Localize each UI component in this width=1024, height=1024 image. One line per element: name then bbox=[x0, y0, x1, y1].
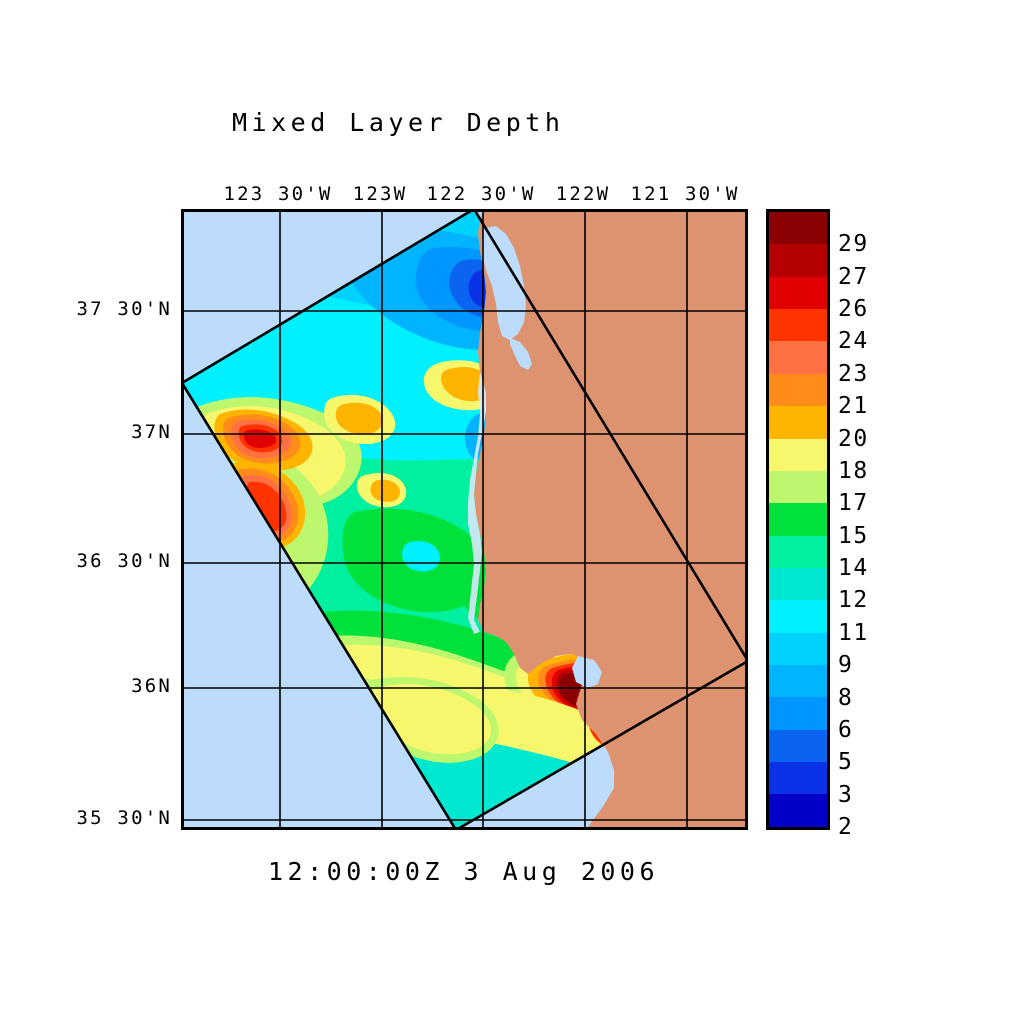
colorbar-tick-11: 11 bbox=[838, 619, 869, 646]
y-tick-label-4: 35 30'N bbox=[76, 807, 172, 829]
map-svg bbox=[184, 212, 745, 827]
colorbar-band-26 bbox=[769, 276, 827, 310]
colorbar-band-29 bbox=[769, 212, 827, 245]
colorbar-tick-2: 2 bbox=[838, 814, 854, 840]
x-tick-label-1: 123W bbox=[352, 183, 408, 205]
x-tick-label-2: 122 30'W bbox=[426, 183, 536, 205]
colorbar-tick-9: 9 bbox=[838, 652, 854, 679]
colorbar-band-20 bbox=[769, 406, 827, 439]
map-plot-area[interactable] bbox=[181, 209, 748, 830]
colorbar-tick-24: 24 bbox=[838, 328, 869, 355]
x-tick-label-3: 122W bbox=[555, 183, 611, 205]
colorbar-tick-21: 21 bbox=[838, 393, 869, 420]
colorbar-tick-labels: 29 27 26 24 23 21 20 18 17 15 14 12 11 9 8 6 5 3 2 bbox=[838, 209, 908, 840]
colorbar-band-3 bbox=[769, 762, 827, 795]
page-title: Mixed Layer Depth bbox=[232, 108, 565, 137]
colorbar-tick-14: 14 bbox=[838, 555, 869, 582]
colorbar-band-14 bbox=[769, 535, 827, 568]
colorbar-band-23 bbox=[769, 341, 827, 374]
colorbar-tick-6: 6 bbox=[838, 716, 854, 743]
colorbar-tick-3: 3 bbox=[838, 781, 854, 808]
colorbar-band-11 bbox=[769, 600, 827, 633]
y-tick-label-0: 37 30'N bbox=[76, 298, 172, 320]
colorbar-band-18 bbox=[769, 438, 827, 471]
y-tick-label-3: 36N bbox=[131, 675, 172, 697]
map-gridlines bbox=[184, 212, 745, 827]
colorbar-band-12 bbox=[769, 567, 827, 601]
timestamp-caption: 12:00:00Z 3 Aug 2006 bbox=[268, 857, 660, 886]
colorbar-band-2 bbox=[769, 794, 827, 827]
colorbar-band-17 bbox=[769, 470, 827, 504]
colorbar[interactable] bbox=[766, 209, 830, 830]
colorbar-tick-26: 26 bbox=[838, 296, 869, 323]
colorbar-tick-15: 15 bbox=[838, 522, 869, 549]
colorbar-band-15 bbox=[769, 503, 827, 536]
colorbar-tick-5: 5 bbox=[838, 749, 854, 776]
colorbar-tick-23: 23 bbox=[838, 360, 869, 387]
x-tick-label-4: 121 30'W bbox=[630, 183, 740, 205]
y-tick-label-2: 36 30'N bbox=[76, 550, 172, 572]
colorbar-tick-18: 18 bbox=[838, 457, 869, 484]
colorbar-band-6 bbox=[769, 697, 827, 730]
colorbar-band-24 bbox=[769, 309, 827, 342]
colorbar-band-8 bbox=[769, 665, 827, 698]
colorbar-tick-27: 27 bbox=[838, 263, 869, 290]
colorbar-tick-17: 17 bbox=[838, 490, 869, 517]
colorbar-band-9 bbox=[769, 632, 827, 666]
y-tick-label-1: 37N bbox=[131, 421, 172, 443]
colorbar-tick-8: 8 bbox=[838, 684, 854, 711]
colorbar-tick-20: 20 bbox=[838, 425, 869, 452]
colorbar-band-27 bbox=[769, 244, 827, 277]
colorbar-tick-29: 29 bbox=[838, 231, 869, 258]
colorbar-band-21 bbox=[769, 373, 827, 407]
colorbar-tick-12: 12 bbox=[838, 587, 869, 614]
colorbar-band-5 bbox=[769, 729, 827, 763]
x-tick-label-0: 123 30'W bbox=[223, 183, 333, 205]
